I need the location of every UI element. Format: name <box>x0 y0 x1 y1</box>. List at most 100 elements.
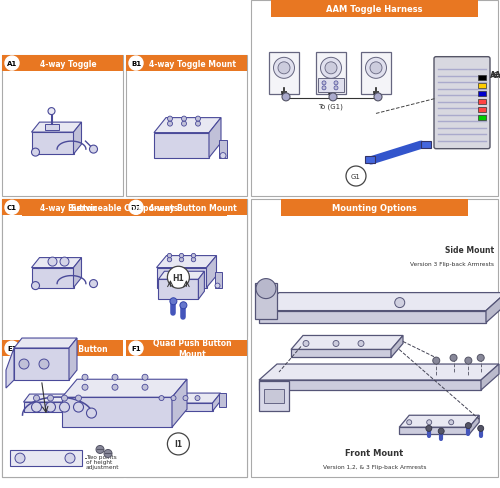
Circle shape <box>370 62 382 75</box>
FancyBboxPatch shape <box>434 58 490 149</box>
Circle shape <box>433 357 440 365</box>
Bar <box>10 450 82 466</box>
Bar <box>478 100 486 105</box>
Circle shape <box>196 122 200 127</box>
Polygon shape <box>259 293 500 311</box>
Circle shape <box>329 94 337 102</box>
Circle shape <box>62 395 68 401</box>
Bar <box>126 200 247 337</box>
Circle shape <box>346 167 366 186</box>
Text: E1: E1 <box>7 346 17 351</box>
Text: Version 3 Flip-back Armrests: Version 3 Flip-back Armrests <box>410 262 494 266</box>
Polygon shape <box>259 380 481 390</box>
Bar <box>281 200 468 217</box>
Bar <box>251 1 498 196</box>
Polygon shape <box>156 256 216 268</box>
Circle shape <box>168 254 172 258</box>
Text: Quad Push Button
Mount: Quad Push Button Mount <box>153 339 232 358</box>
Bar <box>2 56 123 72</box>
Polygon shape <box>14 348 69 380</box>
Bar <box>271 1 478 18</box>
Circle shape <box>129 201 143 215</box>
Polygon shape <box>206 256 216 288</box>
Bar <box>478 108 486 113</box>
Circle shape <box>192 258 196 262</box>
Polygon shape <box>156 268 206 288</box>
Polygon shape <box>158 272 204 280</box>
Circle shape <box>48 108 55 115</box>
Circle shape <box>48 395 54 401</box>
Bar <box>478 84 486 89</box>
Polygon shape <box>399 427 469 434</box>
Text: A1: A1 <box>7 61 17 67</box>
Circle shape <box>5 342 19 355</box>
Bar <box>44 125 59 131</box>
Text: H1: H1 <box>172 273 184 282</box>
Circle shape <box>48 258 57 266</box>
Polygon shape <box>172 380 187 427</box>
Polygon shape <box>74 123 82 155</box>
Bar <box>478 76 486 81</box>
Circle shape <box>39 359 49 369</box>
Polygon shape <box>62 397 172 427</box>
Circle shape <box>60 402 70 412</box>
Circle shape <box>438 428 444 434</box>
Polygon shape <box>481 364 499 390</box>
Circle shape <box>32 282 40 290</box>
Text: 4-way Toggle Mount: 4-way Toggle Mount <box>149 60 236 68</box>
Circle shape <box>333 341 339 347</box>
Text: B1: B1 <box>131 61 141 67</box>
Bar <box>126 56 247 197</box>
Bar <box>264 389 284 403</box>
Bar <box>126 56 247 72</box>
Bar <box>318 79 344 93</box>
Circle shape <box>322 87 326 91</box>
Circle shape <box>466 423 471 428</box>
Bar <box>2 56 123 197</box>
Text: 4-way Button: 4-way Button <box>40 203 97 212</box>
Circle shape <box>112 374 118 381</box>
Polygon shape <box>469 415 479 434</box>
Polygon shape <box>32 268 74 288</box>
Circle shape <box>180 302 187 309</box>
Circle shape <box>168 433 190 455</box>
Circle shape <box>82 385 88 390</box>
Bar <box>126 200 247 216</box>
Circle shape <box>183 396 188 401</box>
Circle shape <box>426 426 432 431</box>
Polygon shape <box>198 272 204 300</box>
Text: Serviceable Components: Serviceable Components <box>71 204 178 213</box>
Circle shape <box>195 396 200 401</box>
Polygon shape <box>291 350 391 358</box>
Circle shape <box>374 94 382 102</box>
Polygon shape <box>32 123 82 133</box>
Polygon shape <box>24 394 98 402</box>
Bar <box>478 92 486 97</box>
Polygon shape <box>24 402 92 412</box>
Bar <box>2 341 123 356</box>
Text: Two points: Two points <box>86 454 117 459</box>
Circle shape <box>180 254 184 258</box>
Text: adjustment: adjustment <box>86 464 120 468</box>
Circle shape <box>325 62 337 75</box>
Text: AAM: AAM <box>490 71 500 80</box>
Circle shape <box>32 402 42 412</box>
Circle shape <box>104 449 112 458</box>
Text: Side Mount: Side Mount <box>445 245 494 254</box>
Polygon shape <box>32 258 82 268</box>
Circle shape <box>182 122 186 127</box>
Circle shape <box>32 149 40 157</box>
Circle shape <box>477 355 484 362</box>
Circle shape <box>426 420 432 425</box>
Bar <box>126 341 247 477</box>
Circle shape <box>274 58 294 79</box>
Text: F1: F1 <box>131 346 141 351</box>
Polygon shape <box>150 403 212 411</box>
Polygon shape <box>154 133 209 158</box>
Bar <box>421 142 431 148</box>
Circle shape <box>142 374 148 381</box>
Circle shape <box>448 420 454 425</box>
Circle shape <box>168 267 190 289</box>
Circle shape <box>182 117 186 122</box>
Text: Front Mount: Front Mount <box>346 448 404 457</box>
